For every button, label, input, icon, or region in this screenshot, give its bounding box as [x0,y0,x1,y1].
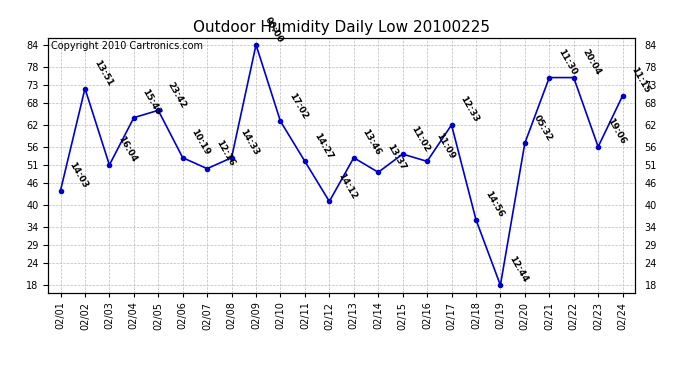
Text: 11:02: 11:02 [410,124,432,153]
Text: 10:19: 10:19 [190,128,212,157]
Text: 13:37: 13:37 [385,142,407,171]
Text: 12:44: 12:44 [507,255,529,284]
Text: 14:33: 14:33 [239,128,261,157]
Text: 11:09: 11:09 [434,131,456,160]
Text: 15:43: 15:43 [141,87,163,117]
Text: 14:27: 14:27 [312,131,334,160]
Text: 11:15: 11:15 [629,66,651,95]
Text: 23:42: 23:42 [165,80,188,110]
Text: 12:33: 12:33 [458,95,480,124]
Text: 00:00: 00:00 [263,15,285,44]
Text: 11:30: 11:30 [556,48,578,77]
Text: 12:16: 12:16 [214,139,236,168]
Text: 14:03: 14:03 [68,160,90,190]
Text: 19:06: 19:06 [605,117,627,146]
Text: 17:02: 17:02 [288,91,310,120]
Text: 16:04: 16:04 [117,135,139,164]
Text: 14:56: 14:56 [483,189,505,219]
Text: 05:32: 05:32 [532,113,554,142]
Text: Copyright 2010 Cartronics.com: Copyright 2010 Cartronics.com [51,41,204,51]
Text: 13:46: 13:46 [361,128,383,157]
Title: Outdoor Humidity Daily Low 20100225: Outdoor Humidity Daily Low 20100225 [193,20,490,35]
Text: 13:51: 13:51 [92,58,114,88]
Text: 14:12: 14:12 [336,171,358,201]
Text: 20:04: 20:04 [581,48,602,77]
